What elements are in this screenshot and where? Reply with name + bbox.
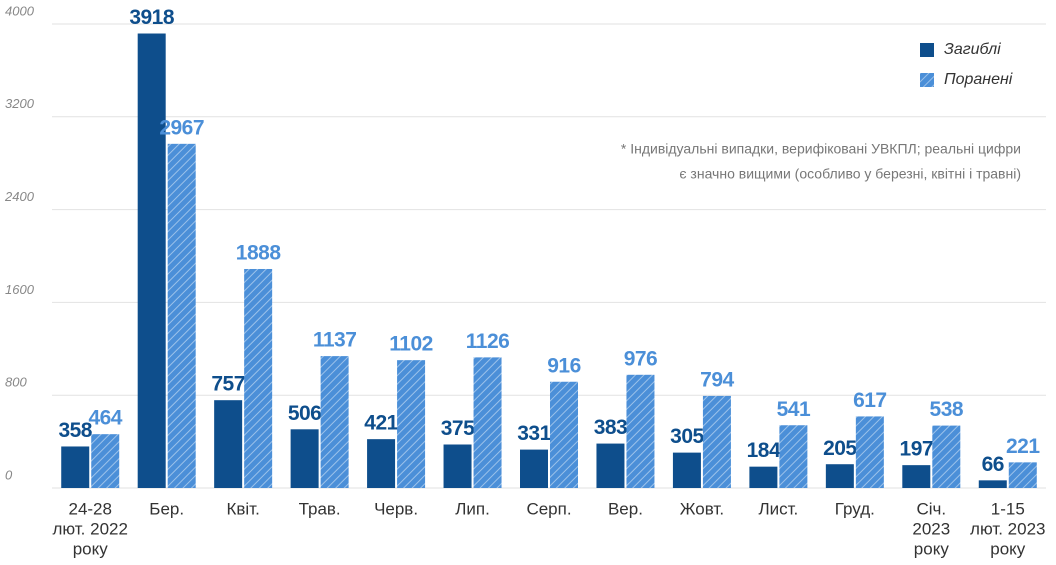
value-label: 383 (594, 416, 628, 439)
value-label: 617 (853, 389, 887, 412)
bar (214, 400, 243, 488)
bar (137, 33, 166, 489)
bar (320, 356, 349, 488)
bar (702, 395, 731, 488)
x-tick-label: 2023 (912, 519, 950, 538)
x-tick-label: Бер. (149, 499, 184, 518)
bar (244, 268, 273, 488)
value-label: 2967 (159, 116, 204, 139)
value-label: 464 (88, 407, 122, 430)
note: * Індивідуальні випадки, верифіковані УВ… (621, 141, 1021, 157)
bar (91, 434, 120, 488)
legend-swatch (920, 73, 934, 87)
y-tick-label: 0 (5, 467, 13, 482)
bar (672, 452, 701, 488)
bar (443, 444, 472, 488)
bar (1008, 462, 1037, 488)
x-tick-label: 1-15 (991, 499, 1025, 518)
note: є значно вищими (особливо у березні, кві… (679, 166, 1021, 182)
bar (932, 425, 961, 488)
x-tick-label: року (73, 539, 109, 558)
value-label: 1137 (313, 329, 357, 352)
bar (626, 374, 655, 488)
bar (61, 446, 90, 488)
bar (397, 360, 426, 488)
value-label: 976 (624, 347, 658, 370)
value-label: 1888 (236, 242, 282, 265)
x-tick-label: Жовт. (680, 499, 724, 518)
value-label: 197 (900, 438, 934, 461)
value-label: 506 (288, 402, 322, 425)
bar (978, 480, 1007, 488)
bar (825, 464, 854, 488)
value-label: 538 (930, 398, 964, 421)
value-label: 757 (211, 373, 245, 396)
bar (367, 439, 396, 488)
value-label: 184 (747, 439, 781, 462)
value-label: 358 (58, 419, 92, 442)
x-tick-label: Вер. (608, 499, 643, 518)
bar (902, 465, 931, 488)
x-tick-label: 24-28 (68, 499, 111, 518)
value-label: 541 (777, 398, 811, 421)
legend-label: Поранені (944, 71, 1013, 88)
x-tick-label: Квіт. (226, 499, 259, 518)
y-tick-label: 4000 (5, 3, 35, 18)
x-tick-label: року (990, 539, 1026, 558)
legend-swatch (920, 43, 934, 57)
bar (167, 143, 196, 488)
value-label: 3918 (129, 6, 175, 29)
x-tick-label: Лип. (455, 499, 490, 518)
x-tick-label: лют. 2022 (52, 519, 127, 538)
value-label: 305 (670, 425, 704, 448)
value-label: 331 (517, 422, 551, 445)
value-label: 66 (982, 453, 1004, 476)
x-tick-label: Груд. (835, 499, 875, 518)
y-tick-label: 800 (5, 375, 27, 390)
bar (290, 429, 319, 488)
x-tick-label: Трав. (299, 499, 341, 518)
value-label: 421 (364, 412, 398, 435)
bar (550, 381, 578, 488)
y-tick-label: 3200 (5, 96, 35, 111)
y-tick-label: 1600 (5, 282, 35, 297)
y-tick-label: 2400 (4, 189, 35, 204)
value-label: 1102 (389, 333, 433, 356)
value-label: 221 (1006, 435, 1040, 458)
bar (473, 357, 502, 488)
value-label: 1126 (466, 330, 510, 353)
value-label: 794 (700, 368, 734, 391)
value-label: 916 (547, 354, 581, 377)
x-tick-label: Січ. (916, 499, 946, 518)
bar (855, 416, 884, 488)
bar (520, 449, 548, 488)
bar (596, 443, 625, 488)
x-tick-label: Лист. (758, 499, 798, 518)
x-tick-label: року (914, 539, 950, 558)
value-label: 205 (823, 437, 857, 460)
x-tick-label: Черв. (374, 499, 418, 518)
value-label: 375 (441, 417, 475, 440)
x-tick-label: лют. 2023 (970, 519, 1045, 538)
legend-label: Загиблі (944, 41, 1001, 58)
x-tick-label: Серп. (526, 499, 571, 518)
bar (779, 425, 808, 488)
bar (749, 466, 778, 488)
